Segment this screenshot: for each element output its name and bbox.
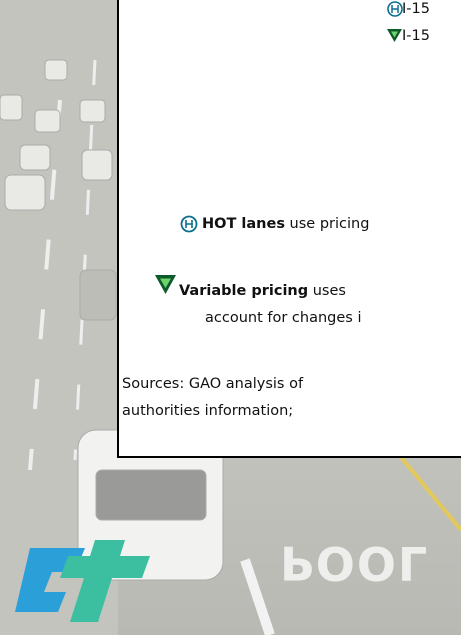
- note-term: Variable pricing: [179, 283, 308, 299]
- road-marking: POOL: [280, 536, 429, 590]
- note-text: uses: [308, 283, 346, 299]
- sources: authorities information;: [122, 403, 293, 419]
- page: {"box": {"routes": ["I-15", "I-15"], "no…: [0, 0, 461, 635]
- info-box: I-15 I-15 HOT lanes use pricing Variable…: [117, 0, 461, 458]
- note: HOT lanes use pricing: [202, 216, 369, 232]
- route: I-15: [402, 28, 430, 44]
- hot-icon: [180, 215, 198, 233]
- variable-icon: [155, 275, 177, 295]
- sources: Sources: GAO analysis of: [122, 376, 303, 392]
- note-term: HOT lanes: [202, 216, 285, 232]
- note-text: use pricing: [285, 216, 369, 232]
- note: Variable pricing uses: [179, 283, 346, 299]
- route: I-15: [402, 1, 430, 17]
- variable-icon: [387, 29, 403, 43]
- note-continuation: account for changes i: [205, 310, 361, 326]
